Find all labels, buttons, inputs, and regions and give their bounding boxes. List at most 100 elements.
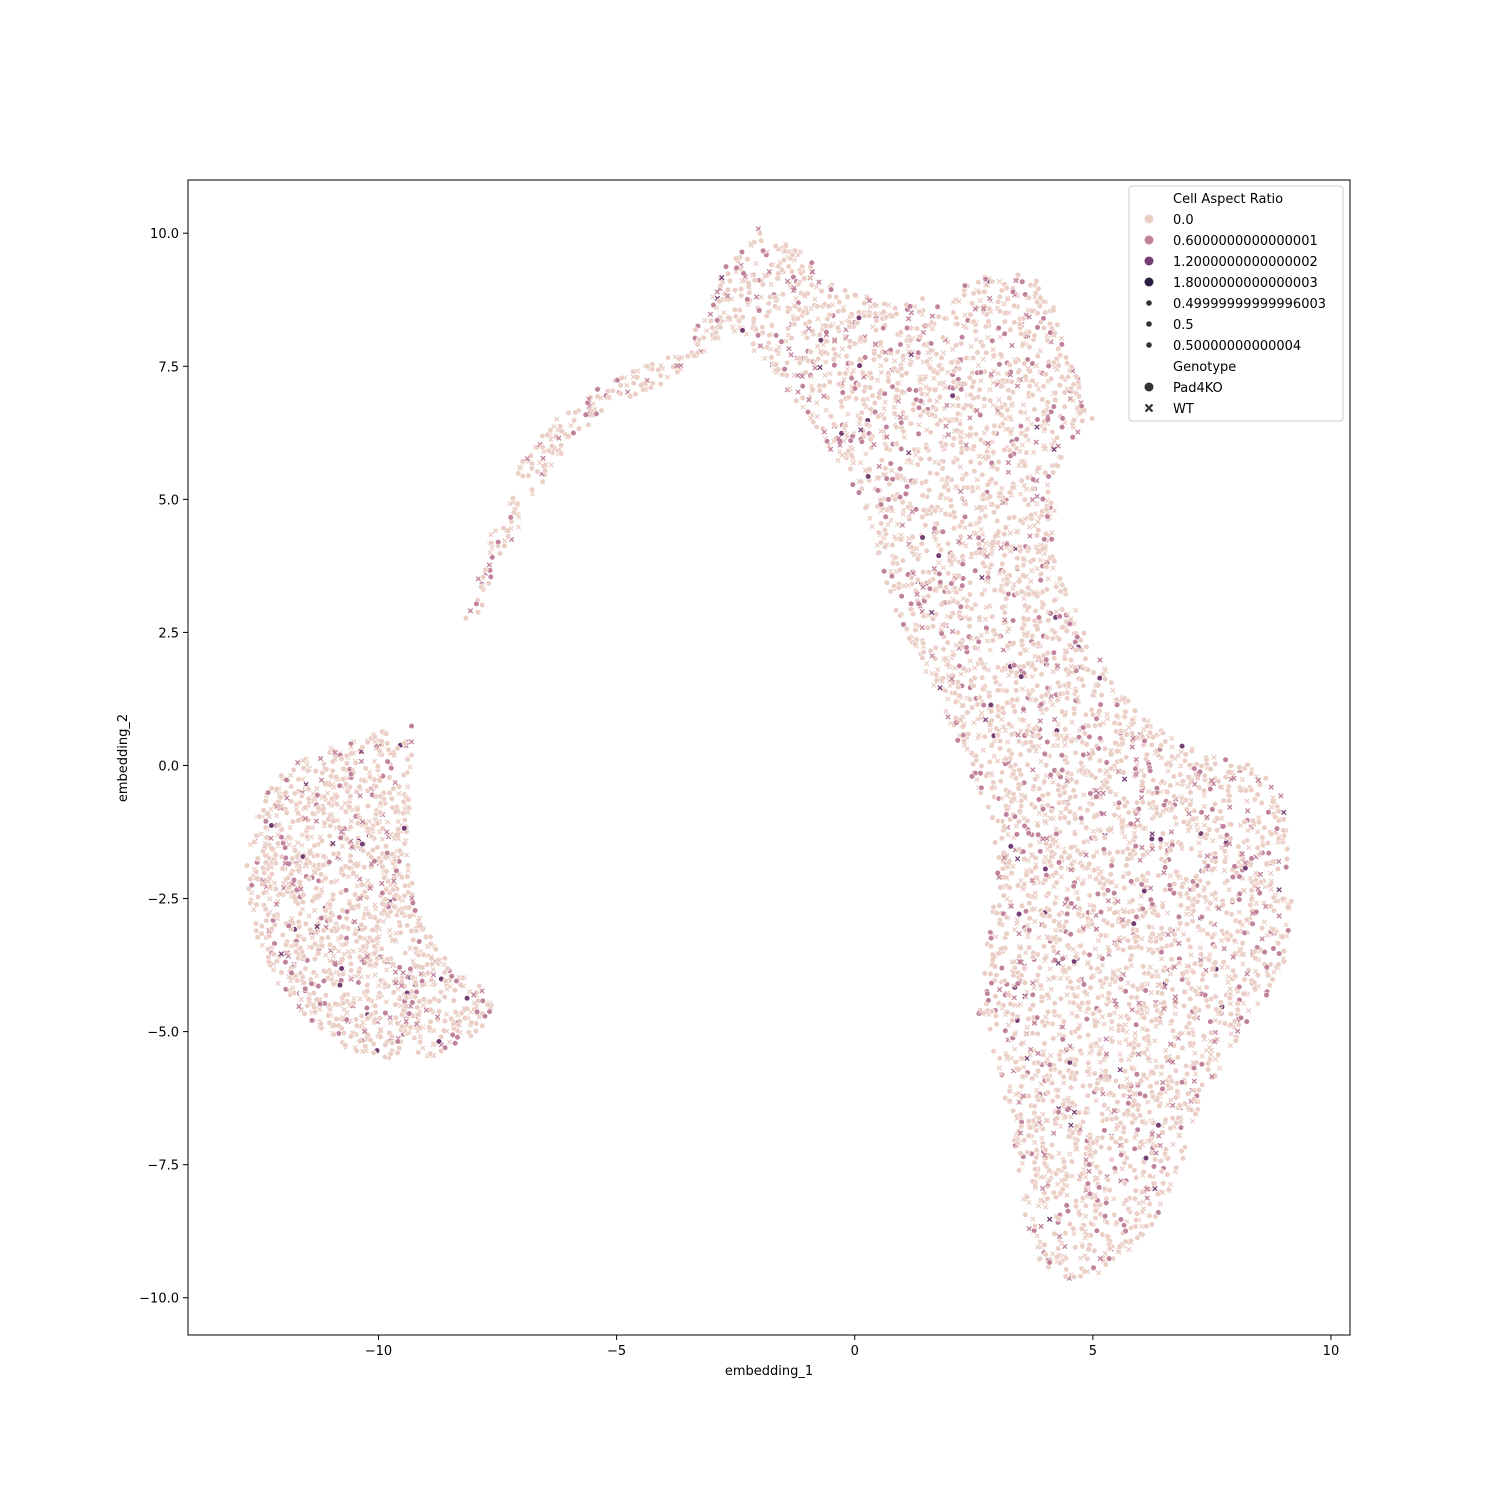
data-point-pad4ko: [746, 289, 753, 296]
data-point-pad4ko: [1006, 816, 1014, 823]
data-point-pad4ko: [768, 261, 775, 269]
data-point-pad4ko: [1014, 555, 1021, 562]
data-point-pad4ko: [381, 1053, 389, 1061]
data-point-pad4ko: [476, 983, 483, 990]
data-point-pad4ko: [1122, 754, 1130, 761]
data-point-pad4ko: [1097, 701, 1104, 708]
data-point-pad4ko: [343, 1016, 350, 1023]
data-point-pad4ko: [1226, 797, 1233, 804]
data-point-pad4ko: [1010, 770, 1017, 778]
data-point-pad4ko: [979, 674, 986, 681]
data-point-pad4ko: [356, 1038, 363, 1045]
data-point-pad4ko: [726, 277, 734, 285]
data-point-pad4ko: [1198, 1061, 1205, 1068]
data-point-pad4ko: [966, 696, 974, 703]
data-point-pad4ko: [1187, 943, 1194, 951]
data-point-pad4ko: [428, 976, 435, 984]
data-point-pad4ko: [345, 925, 352, 932]
data-point-pad4ko: [343, 752, 350, 759]
data-point-pad4ko: [371, 950, 378, 957]
data-point-pad4ko: [996, 745, 1004, 752]
data-point-pad4ko: [1143, 1223, 1150, 1230]
data-point-pad4ko: [1042, 691, 1050, 698]
data-point-pad4ko: [1011, 319, 1018, 326]
data-point-pad4ko: [992, 993, 999, 1000]
data-point-pad4ko: [791, 321, 798, 328]
data-point-pad4ko: [387, 1050, 394, 1057]
data-point-pad4ko: [1241, 976, 1248, 983]
data-point-wt: [405, 867, 411, 874]
data-point-pad4ko: [352, 930, 359, 937]
data-point-pad4ko: [935, 313, 942, 320]
data-point-pad4ko: [1003, 285, 1010, 292]
data-point-pad4ko: [1056, 575, 1063, 582]
data-point-pad4ko: [300, 936, 308, 943]
data-point-pad4ko: [381, 980, 389, 988]
data-point-pad4ko: [891, 365, 898, 372]
data-point-pad4ko: [1048, 848, 1055, 855]
data-point-pad4ko: [1228, 762, 1235, 769]
data-point-pad4ko: [297, 910, 304, 917]
data-point-pad4ko: [995, 458, 1002, 466]
data-point-pad4ko: [1120, 795, 1128, 802]
data-point-pad4ko: [1122, 708, 1129, 715]
data-point-pad4ko: [985, 803, 992, 811]
data-point-pad4ko: [1058, 708, 1066, 715]
data-point-pad4ko: [293, 801, 300, 808]
data-point-pad4ko: [967, 579, 974, 586]
data-point-wt: [372, 972, 378, 978]
data-point-pad4ko: [328, 927, 335, 934]
data-point-pad4ko: [763, 312, 770, 320]
data-point-pad4ko: [1085, 1005, 1092, 1012]
data-point-pad4ko: [1273, 825, 1281, 832]
points-layer: [243, 226, 1295, 1282]
data-point-pad4ko: [1090, 669, 1097, 676]
data-point-pad4ko: [896, 494, 904, 501]
data-point-pad4ko: [1133, 1216, 1140, 1224]
data-point-pad4ko: [341, 991, 348, 999]
data-point-pad4ko: [1259, 834, 1266, 841]
data-point-pad4ko: [1205, 880, 1212, 887]
data-point-pad4ko: [920, 649, 927, 656]
data-point-pad4ko: [999, 420, 1006, 428]
data-point-pad4ko: [1030, 783, 1037, 790]
data-point-pad4ko: [330, 980, 337, 987]
data-point-pad4ko: [1088, 1220, 1095, 1227]
data-point-pad4ko: [1212, 760, 1219, 767]
data-point-pad4ko: [1061, 389, 1068, 396]
data-point-pad4ko: [758, 237, 765, 244]
data-point-pad4ko: [1199, 1081, 1206, 1089]
data-point-pad4ko: [454, 1034, 461, 1041]
data-point-pad4ko: [305, 785, 312, 793]
data-point-pad4ko: [790, 274, 797, 281]
data-point-pad4ko: [1051, 655, 1058, 662]
data-point-pad4ko: [1252, 877, 1259, 884]
data-point-pad4ko: [1016, 953, 1023, 960]
data-point-pad4ko: [827, 413, 835, 420]
data-point-pad4ko: [1178, 742, 1186, 750]
data-point-pad4ko: [372, 1002, 379, 1010]
data-point-pad4ko: [382, 1009, 389, 1017]
data-point-pad4ko: [1027, 842, 1034, 849]
data-point-pad4ko: [906, 303, 914, 310]
data-point-pad4ko: [1203, 984, 1210, 991]
data-point-pad4ko: [1097, 735, 1104, 742]
data-point-pad4ko: [463, 995, 471, 1002]
data-point-pad4ko: [361, 864, 368, 871]
data-point-pad4ko: [401, 825, 408, 832]
data-point-pad4ko: [970, 682, 977, 690]
data-point-pad4ko: [481, 1013, 489, 1020]
data-point-pad4ko: [1072, 793, 1079, 800]
data-point-wt: [335, 936, 342, 942]
data-point-pad4ko: [1207, 919, 1215, 927]
data-point-pad4ko: [1157, 844, 1164, 851]
data-point-pad4ko: [262, 824, 269, 831]
data-point-pad4ko: [779, 291, 787, 298]
data-point-wt: [299, 758, 306, 764]
data-point-pad4ko: [843, 353, 850, 360]
data-point-pad4ko: [1130, 920, 1137, 927]
data-point-pad4ko: [319, 942, 326, 949]
data-point-pad4ko: [397, 929, 404, 936]
data-point-pad4ko: [1000, 709, 1007, 717]
data-point-pad4ko: [258, 923, 265, 930]
